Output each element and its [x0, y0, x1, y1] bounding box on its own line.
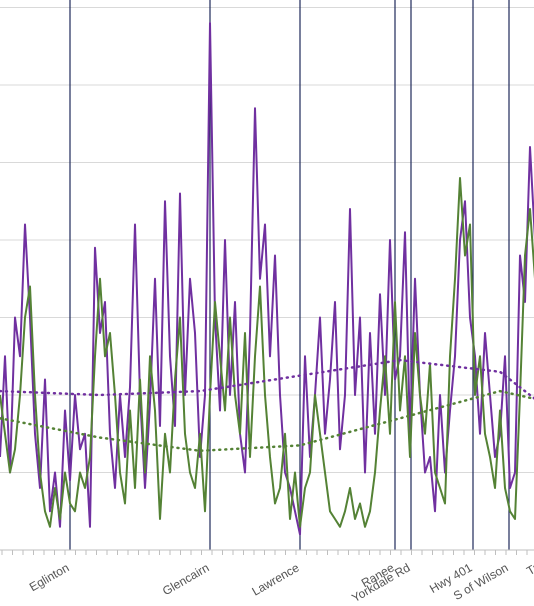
series-line: [0, 177, 534, 528]
series-line: [0, 22, 534, 536]
station-label: Tr: [524, 560, 534, 578]
station-label: Glencairn: [160, 560, 211, 598]
trend-line: [0, 358, 534, 400]
station-label: Eglinton: [27, 560, 72, 594]
station-label: Lawrence: [249, 560, 301, 598]
trend-line: [0, 389, 534, 453]
